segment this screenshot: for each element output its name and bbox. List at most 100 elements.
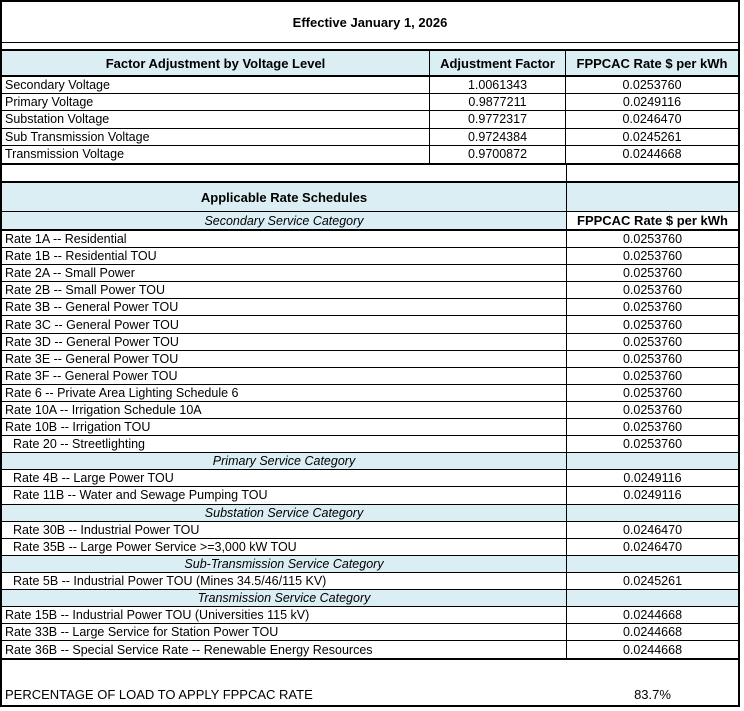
rate-value: 0.0244668 bbox=[565, 145, 738, 163]
rate-value: 0.0244668 bbox=[566, 624, 738, 641]
rate-label: Rate 2B -- Small Power TOU bbox=[5, 283, 166, 298]
fppcac-rate-header: FPPCAC Rate $ per kWh bbox=[566, 212, 738, 229]
rate-value: 0.0249116 bbox=[565, 94, 738, 111]
rate-label: Rate 30B -- Industrial Power TOU bbox=[13, 522, 200, 537]
rate-label: Rate 10A -- Irrigation Schedule 10A bbox=[5, 402, 202, 417]
rate-value: 0.0246470 bbox=[566, 538, 738, 555]
category-label: Substation Service Category bbox=[2, 504, 566, 521]
category-label: Transmission Service Category bbox=[2, 589, 566, 607]
effective-date-title: Effective January 1, 2026 bbox=[2, 2, 738, 43]
rate-label: Rate 5B -- Industrial Power TOU (Mines 3… bbox=[13, 573, 327, 588]
category-spacer-cell bbox=[566, 589, 738, 607]
rate-row: Rate 33B -- Large Service for Station Po… bbox=[2, 624, 738, 642]
rate-value: 0.0244668 bbox=[566, 607, 738, 624]
rate-value: 0.0253760 bbox=[566, 231, 738, 248]
rate-label: Rate 35B -- Large Power Service >=3,000 … bbox=[13, 539, 297, 554]
rate-label: Rate 3C -- General Power TOU bbox=[5, 317, 179, 332]
rate-label: Rate 3D -- General Power TOU bbox=[5, 334, 179, 349]
rate-row: Rate 11B -- Water and Sewage Pumping TOU… bbox=[2, 487, 738, 505]
rate-row: Rate 4B -- Large Power TOU 0.0249116 bbox=[2, 470, 738, 488]
category-spacer-cell bbox=[566, 555, 738, 572]
rate-label: Rate 1A -- Residential bbox=[5, 232, 127, 247]
rate-value: 0.0253760 bbox=[566, 401, 738, 419]
table-row: Substation Voltage 0.9772317 0.0246470 bbox=[2, 111, 738, 129]
rate-value: 0.0246470 bbox=[565, 111, 738, 128]
rate-value: 0.0253760 bbox=[566, 333, 738, 350]
category-row: Primary Service Category bbox=[2, 453, 738, 471]
secondary-category-row: Secondary Service Category FPPCAC Rate $… bbox=[2, 212, 738, 231]
rate-value: 0.0253760 bbox=[566, 350, 738, 367]
rate-label: Rate 1B -- Residential TOU bbox=[5, 249, 157, 264]
rate-row: Rate 1A -- Residential 0.0253760 bbox=[2, 231, 738, 249]
rate-value: 0.0253760 bbox=[566, 367, 738, 384]
schedule-table-header-row: Applicable Rate Schedules bbox=[2, 183, 738, 212]
rate-label: Rate 6 -- Private Area Lighting Schedule… bbox=[5, 385, 239, 400]
category-row: Sub-Transmission Service Category bbox=[2, 555, 738, 573]
percentage-of-load-row: PERCENTAGE OF LOAD TO APPLY FPPCAC RATE … bbox=[2, 684, 738, 705]
rate-value: 0.0253760 bbox=[566, 316, 738, 333]
rate-label: Rate 36B -- Special Service Rate -- Rene… bbox=[5, 642, 373, 657]
fppcac-rate-header: FPPCAC Rate $ per kWh bbox=[565, 51, 738, 75]
table-row: Primary Voltage 0.9877211 0.0249116 bbox=[2, 94, 738, 112]
rate-row: Rate 10A -- Irrigation Schedule 10A 0.02… bbox=[2, 401, 738, 420]
voltage-factor-table: Factor Adjustment by Voltage Level Adjus… bbox=[2, 49, 738, 165]
rate-value: 0.0253760 bbox=[566, 419, 738, 436]
voltage-label: Transmission Voltage bbox=[5, 147, 125, 162]
rate-value: 0.0253760 bbox=[566, 384, 738, 401]
rate-row: Rate 3F -- General Power TOU 0.0253760 bbox=[2, 367, 738, 385]
voltage-table-header-row: Factor Adjustment by Voltage Level Adjus… bbox=[2, 51, 738, 77]
rate-row: Rate 15B -- Industrial Power TOU (Univer… bbox=[2, 607, 738, 625]
table-row: Secondary Voltage 1.0061343 0.0253760 bbox=[2, 77, 738, 95]
rate-label: Rate 33B -- Large Service for Station Po… bbox=[5, 625, 279, 640]
rate-label: Rate 4B -- Large Power TOU bbox=[13, 471, 174, 486]
rate-row: Rate 5B -- Industrial Power TOU (Mines 3… bbox=[2, 572, 738, 590]
table-row: Sub Transmission Voltage 0.9724384 0.024… bbox=[2, 128, 738, 146]
category-label: Primary Service Category bbox=[2, 453, 566, 470]
rate-label: Rate 3B -- General Power TOU bbox=[5, 300, 179, 315]
rate-value: 0.0253760 bbox=[566, 265, 738, 282]
rate-value: 0.0253760 bbox=[566, 282, 738, 299]
adjustment-factor-value: 0.9724384 bbox=[429, 128, 565, 145]
rate-row: Rate 3E -- General Power TOU 0.0253760 bbox=[2, 350, 738, 368]
rate-row: Rate 2A -- Small Power 0.0253760 bbox=[2, 265, 738, 283]
column-divider bbox=[566, 165, 567, 181]
rate-row: Rate 1B -- Residential TOU 0.0253760 bbox=[2, 248, 738, 266]
category-spacer-cell bbox=[566, 453, 738, 470]
rate-label: Rate 15B -- Industrial Power TOU (Univer… bbox=[5, 608, 310, 623]
category-spacer-cell bbox=[566, 504, 738, 521]
rate-row: Rate 3B -- General Power TOU 0.0253760 bbox=[2, 299, 738, 317]
table-row: Transmission Voltage 0.9700872 0.0244668 bbox=[2, 145, 738, 163]
schedule-table-title: Applicable Rate Schedules bbox=[200, 189, 368, 205]
rate-row: Rate 3D -- General Power TOU 0.0253760 bbox=[2, 333, 738, 351]
percentage-label: PERCENTAGE OF LOAD TO APPLY FPPCAC RATE bbox=[5, 687, 313, 702]
voltage-label: Primary Voltage bbox=[5, 95, 94, 110]
rate-label: Rate 20 -- Streetlighting bbox=[13, 437, 146, 452]
voltage-label: Substation Voltage bbox=[5, 112, 110, 127]
rate-value: 0.0249116 bbox=[566, 487, 738, 504]
rate-value: 0.0253760 bbox=[566, 248, 738, 265]
rate-row: Rate 35B -- Large Power Service >=3,000 … bbox=[2, 538, 738, 556]
rate-label: Rate 2A -- Small Power bbox=[5, 266, 135, 281]
rate-label: Rate 3F -- General Power TOU bbox=[5, 368, 178, 383]
category-label: Sub-Transmission Service Category bbox=[2, 555, 566, 572]
rate-value: 0.0253760 bbox=[565, 77, 738, 94]
adjustment-factor-value: 1.0061343 bbox=[429, 77, 565, 94]
table-gap bbox=[2, 165, 738, 181]
rate-value: 0.0253760 bbox=[566, 299, 738, 316]
category-label: Secondary Service Category bbox=[2, 212, 566, 229]
rate-row: Rate 20 -- Streetlighting 0.0253760 bbox=[2, 436, 738, 454]
voltage-label: Secondary Voltage bbox=[5, 78, 110, 93]
adjustment-factor-value: 0.9700872 bbox=[429, 145, 565, 163]
rate-row: Rate 3C -- General Power TOU 0.0253760 bbox=[2, 316, 738, 334]
adjustment-factor-header: Adjustment Factor bbox=[429, 51, 565, 75]
voltage-label: Sub Transmission Voltage bbox=[5, 129, 150, 144]
rate-row: Rate 10B -- Irrigation TOU 0.0253760 bbox=[2, 419, 738, 437]
rate-row: Rate 6 -- Private Area Lighting Schedule… bbox=[2, 384, 738, 402]
rate-row: Rate 30B -- Industrial Power TOU 0.02464… bbox=[2, 521, 738, 539]
rate-value: 0.0244668 bbox=[566, 641, 738, 659]
adjustment-factor-value: 0.9772317 bbox=[429, 111, 565, 128]
percentage-value: 83.7% bbox=[634, 687, 671, 702]
schedule-header-spacer-cell bbox=[566, 183, 738, 211]
category-row: Substation Service Category bbox=[2, 504, 738, 522]
